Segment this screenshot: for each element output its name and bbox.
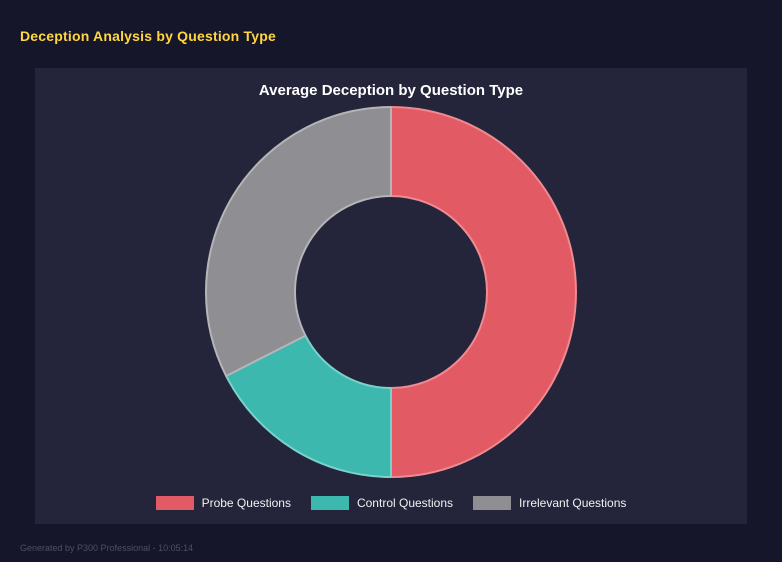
donut-slice-1[interactable]: [225, 334, 392, 478]
legend-swatch: [473, 496, 512, 510]
chart-title: Average Deception by Question Type: [258, 82, 524, 99]
legend-label: Control Questions: [356, 496, 454, 510]
donut-chart: [205, 106, 577, 478]
page-title: Deception Analysis by Question Type: [20, 28, 276, 44]
chart-panel: Average Deception by Question Type Probe…: [35, 68, 747, 524]
donut-slice-2[interactable]: [205, 106, 392, 377]
legend-item-2[interactable]: Irrelevant Questions: [473, 496, 626, 510]
donut-slice-0[interactable]: [390, 106, 577, 478]
chart-legend: Probe Questions Control Questions Irreleva…: [35, 496, 747, 510]
legend-swatch: [310, 496, 349, 510]
footer-status: Generated by P300 Professional - 10:05:1…: [20, 543, 194, 553]
legend-swatch: [155, 496, 194, 510]
legend-item-1[interactable]: Control Questions: [310, 496, 454, 510]
legend-label: Probe Questions: [201, 496, 291, 510]
legend-label: Irrelevant Questions: [519, 496, 627, 510]
legend-item-0[interactable]: Probe Questions: [155, 496, 291, 510]
